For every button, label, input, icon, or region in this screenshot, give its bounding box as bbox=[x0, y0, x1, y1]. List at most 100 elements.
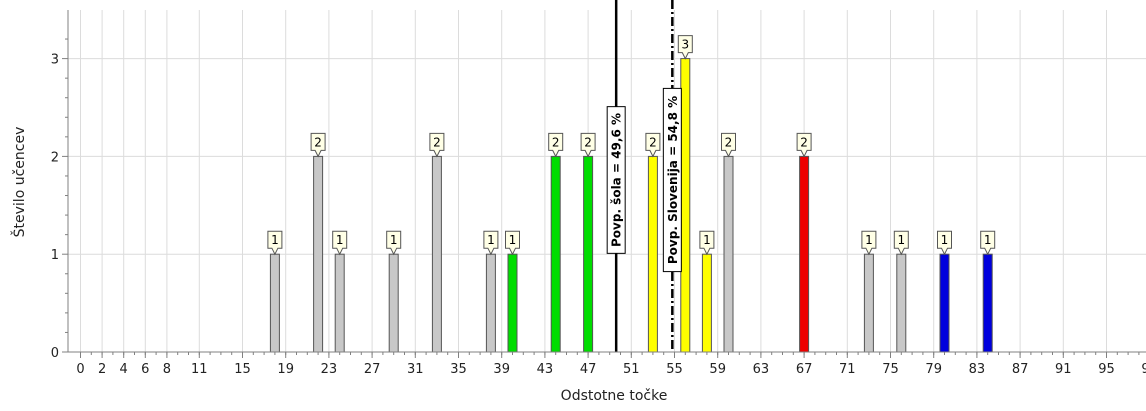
x-tick-label: 6 bbox=[141, 362, 149, 377]
x-tick-label: 75 bbox=[882, 362, 899, 377]
count-label: 2 bbox=[721, 132, 736, 158]
count-label-box bbox=[645, 132, 661, 158]
count-label: 1 bbox=[332, 230, 348, 256]
count-label-text: 1 bbox=[271, 233, 279, 247]
count-label-box bbox=[937, 230, 952, 256]
x-axis-title: Odstotne točke bbox=[561, 388, 668, 404]
count-label-box bbox=[861, 230, 877, 256]
bar bbox=[680, 58, 691, 353]
count-label-text: 2 bbox=[433, 135, 441, 149]
bar bbox=[388, 253, 399, 353]
bar bbox=[799, 155, 810, 353]
bar bbox=[431, 155, 442, 353]
bars-group bbox=[269, 58, 993, 353]
count-label-text: 2 bbox=[584, 135, 592, 149]
count-label: 1 bbox=[483, 230, 499, 256]
count-label: 1 bbox=[267, 230, 283, 256]
count-label-box bbox=[332, 230, 348, 256]
count-label: 1 bbox=[861, 230, 877, 256]
x-tick-label: 0 bbox=[76, 362, 84, 377]
x-tick-label: 35 bbox=[450, 362, 467, 377]
x-tick-label: 79 bbox=[925, 362, 942, 377]
count-label-text: 2 bbox=[800, 135, 808, 149]
count-label: 2 bbox=[580, 132, 596, 158]
count-label-text: 2 bbox=[552, 135, 560, 149]
count-label-box bbox=[796, 132, 812, 158]
x-tick-label: 63 bbox=[753, 362, 770, 377]
count-label-text: 2 bbox=[649, 135, 657, 149]
bar bbox=[982, 253, 993, 353]
bar bbox=[863, 253, 874, 353]
count-label-box bbox=[310, 132, 326, 158]
count-label: 1 bbox=[699, 230, 715, 256]
count-label-text: 1 bbox=[703, 233, 711, 247]
y-axis-title: Število učencev bbox=[10, 127, 28, 238]
count-label-box bbox=[267, 230, 283, 256]
x-tick-label: 39 bbox=[493, 362, 510, 377]
bar bbox=[896, 253, 907, 353]
x-tick-label: 11 bbox=[191, 362, 208, 377]
reference-label: Povp. Slovenija = 54,8 % bbox=[662, 87, 682, 273]
count-label: 1 bbox=[937, 230, 952, 256]
x-tick-label: 19 bbox=[277, 362, 294, 377]
x-tick-label: 31 bbox=[407, 362, 424, 377]
x-tick-label: 8 bbox=[163, 362, 171, 377]
count-label-text: 3 bbox=[681, 38, 689, 52]
bar bbox=[701, 253, 712, 353]
y-tick-label: 3 bbox=[51, 53, 59, 68]
x-tick-label: 27 bbox=[364, 362, 381, 377]
count-label-text: 1 bbox=[897, 233, 905, 247]
count-label-text: 1 bbox=[984, 233, 992, 247]
bar bbox=[313, 155, 324, 353]
count-label-box bbox=[893, 230, 909, 256]
count-label-text: 1 bbox=[390, 233, 398, 247]
count-label: 1 bbox=[505, 230, 520, 256]
count-label-box bbox=[483, 230, 499, 256]
bar bbox=[583, 155, 594, 353]
x-tick-label: 87 bbox=[1012, 362, 1029, 377]
count-label-box bbox=[505, 230, 520, 256]
y-tick-label: 0 bbox=[51, 346, 59, 361]
count-label-text: 1 bbox=[336, 233, 344, 247]
bar bbox=[647, 155, 658, 353]
count-label: 1 bbox=[893, 230, 909, 256]
reference-label-text: Povp. šola = 49,6 % bbox=[610, 113, 624, 247]
x-tick-label: 23 bbox=[321, 362, 338, 377]
count-label: 2 bbox=[796, 132, 812, 158]
count-label-text: 1 bbox=[865, 233, 873, 247]
count-label: 2 bbox=[310, 132, 326, 158]
y-tick-label: 1 bbox=[51, 248, 59, 263]
x-tick-label: 95 bbox=[1098, 362, 1115, 377]
count-label-box bbox=[677, 35, 693, 60]
count-label: 2 bbox=[548, 132, 564, 158]
count-label-text: 1 bbox=[487, 233, 495, 247]
count-label-box bbox=[580, 132, 596, 158]
reference-label: Povp. šola = 49,6 % bbox=[606, 106, 626, 254]
reference-label-box bbox=[606, 106, 626, 254]
count-label-box bbox=[699, 230, 715, 256]
x-tick-label: 83 bbox=[969, 362, 986, 377]
count-label-text: 1 bbox=[941, 233, 949, 247]
count-label: 1 bbox=[386, 230, 402, 256]
x-tick-label: 67 bbox=[796, 362, 813, 377]
count-label-box bbox=[980, 230, 996, 256]
x-tick-label: 47 bbox=[580, 362, 597, 377]
count-label: 3 bbox=[677, 35, 693, 60]
count-label-text: 1 bbox=[509, 233, 517, 247]
x-tick-label: 59 bbox=[709, 362, 726, 377]
bar bbox=[485, 253, 496, 353]
x-tick-label: 43 bbox=[537, 362, 554, 377]
bar bbox=[723, 155, 734, 353]
x-tick-label: 99 bbox=[1141, 362, 1146, 377]
count-label-box bbox=[429, 132, 445, 158]
reference-lines: Povp. šola = 49,6 % Povp. Slovenija = 54,… bbox=[606, 0, 682, 352]
count-label-box bbox=[548, 132, 564, 158]
y-tick-label: 2 bbox=[51, 150, 59, 165]
x-tick-label: 71 bbox=[839, 362, 856, 377]
count-label: 1 bbox=[980, 230, 996, 256]
x-tick-label: 2 bbox=[98, 362, 106, 377]
x-tick-label: 91 bbox=[1055, 362, 1072, 377]
x-tick-label: 55 bbox=[666, 362, 683, 377]
